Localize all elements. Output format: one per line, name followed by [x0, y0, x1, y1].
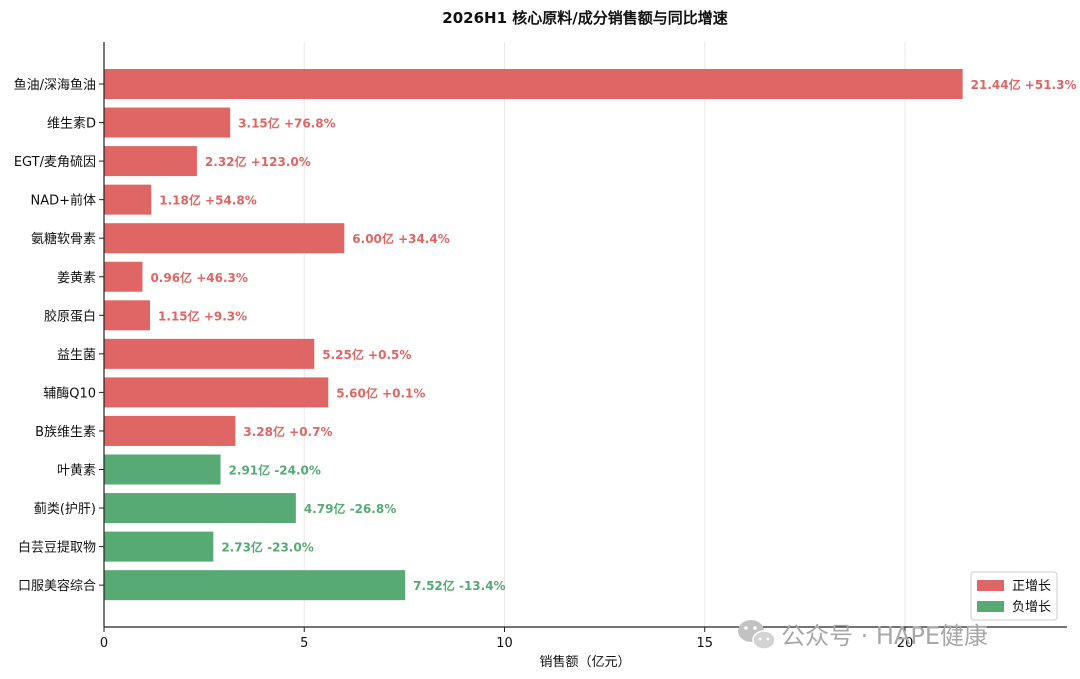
data-label: 4.79亿 -26.8%	[304, 501, 396, 516]
bar	[104, 69, 963, 99]
x-tick-label: 10	[496, 636, 513, 651]
axes	[103, 42, 1067, 628]
data-label: 2.32亿 +123.0%	[205, 154, 311, 169]
bar	[104, 184, 152, 215]
data-label: 0.96亿 +46.3%	[150, 270, 247, 285]
wechat-icon	[738, 620, 776, 650]
chart-title: 2026H1 核心原料/成分销售额与同比增速	[442, 9, 727, 27]
category-label: 姜黄素	[57, 271, 96, 286]
category-label: 胶原蛋白	[44, 308, 96, 324]
category-label: 叶黄素	[57, 464, 96, 479]
category-label: 口服美容综合	[18, 578, 96, 594]
data-label: 21.44亿 +51.3%	[971, 77, 1077, 92]
x-tick-label: 5	[300, 636, 308, 651]
bar	[104, 107, 231, 138]
category-label: NAD+前体	[30, 193, 96, 209]
data-label: 3.28亿 +0.7%	[243, 424, 332, 439]
category-label: 蓟类(护肝)	[34, 502, 96, 517]
category-label: 白芸豆提取物	[18, 540, 96, 556]
x-tick-label: 15	[696, 636, 713, 651]
legend-label-positive: 正增长	[1012, 579, 1051, 594]
watermark-text: 公众号 · HAPE健康	[781, 622, 988, 650]
data-label: 7.52亿 -13.4%	[413, 578, 505, 593]
bar	[104, 223, 345, 254]
x-tick-label: 20	[897, 636, 914, 651]
x-axis-ticks: 0 5 10 15 20	[100, 627, 913, 651]
bar	[104, 454, 221, 485]
bar	[104, 300, 151, 331]
legend-label-negative: 负增长	[1012, 600, 1051, 615]
grid-lines	[303, 42, 906, 627]
category-label: B族维生素	[35, 424, 96, 440]
bar	[104, 415, 236, 446]
watermark: 公众号 · HAPE健康	[738, 620, 988, 650]
category-label: EGT/麦角硫因	[14, 155, 96, 170]
data-label: 1.18亿 +54.8%	[159, 193, 256, 208]
bar	[104, 146, 197, 177]
category-label: 益生菌	[57, 348, 96, 363]
category-label: 维生素D	[47, 117, 96, 132]
data-label: 5.25亿 +0.5%	[322, 347, 411, 362]
data-label: 6.00亿 +34.4%	[352, 231, 449, 246]
bar	[104, 377, 329, 408]
bars	[104, 69, 963, 601]
data-label: 2.73亿 -23.0%	[221, 540, 313, 555]
bar	[104, 570, 406, 601]
data-label: 2.91亿 -24.0%	[229, 463, 321, 478]
x-axis-title: 销售额（亿元）	[539, 654, 630, 670]
x-tick-label: 0	[100, 636, 108, 651]
category-label: 氨糖软骨素	[31, 231, 96, 247]
bar	[104, 261, 143, 292]
data-label: 1.15亿 +9.3%	[158, 308, 247, 323]
legend: 正增长 负增长	[970, 571, 1058, 621]
bar	[104, 531, 214, 562]
category-label: 鱼油/深海鱼油	[14, 77, 96, 93]
legend-swatch-positive	[977, 580, 1004, 591]
bar	[104, 493, 296, 524]
bar	[104, 338, 315, 369]
data-labels: 21.44亿 +51.3% 3.15亿 +76.8% 2.32亿 +123.0% 1.…	[150, 77, 1076, 593]
data-label: 3.15亿 +76.8%	[238, 116, 335, 131]
legend-swatch-negative	[977, 601, 1004, 612]
data-label: 5.60亿 +0.1%	[336, 385, 425, 400]
category-label: 辅酶Q10	[43, 385, 96, 401]
